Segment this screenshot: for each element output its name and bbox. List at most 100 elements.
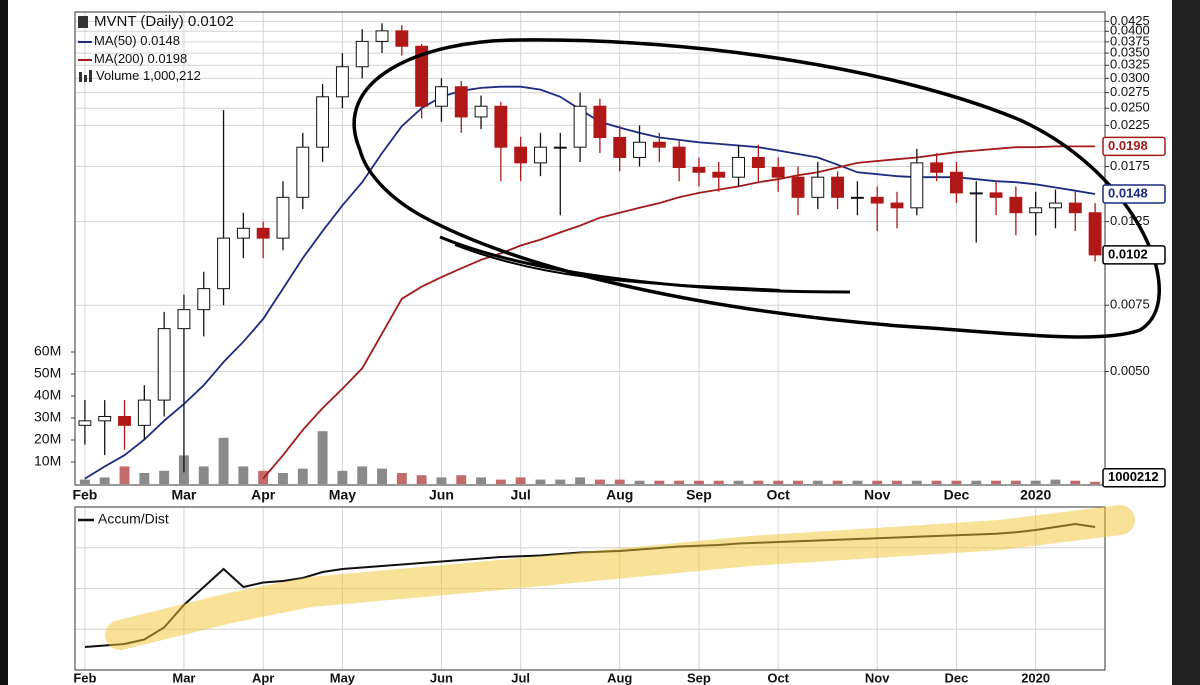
candle-body: [593, 105, 607, 139]
left-edge: [0, 0, 8, 685]
volume-bar: [733, 480, 744, 484]
candle-body: [831, 176, 845, 198]
candle-body: [1068, 202, 1082, 214]
legend-entry: Volume 1,000,212: [96, 68, 201, 83]
volume-bar: [515, 477, 526, 484]
candle-body: [930, 162, 944, 173]
x-tick-label: Jun: [430, 670, 453, 685]
legend-swatch: [89, 70, 92, 82]
x-tick-label: Apr: [251, 487, 276, 503]
legend-value: 0.0148: [140, 33, 180, 48]
volume-bar: [773, 480, 784, 484]
volume-bar: [99, 477, 110, 484]
candle-body: [435, 86, 448, 107]
legend-icon: [78, 16, 88, 28]
volume-bar: [238, 466, 249, 484]
candle-body: [474, 105, 488, 118]
volume-bar: [416, 475, 427, 484]
candle-body: [118, 415, 131, 426]
volume-bar: [357, 466, 368, 484]
last-value-tag: 0.0148: [1108, 185, 1148, 200]
candle-body: [236, 227, 250, 239]
volume-bar: [832, 480, 843, 484]
volume-bar: [1030, 480, 1041, 484]
legend-name: MVNT (Daily): [94, 13, 184, 30]
x-tick-label: Sep: [686, 487, 712, 503]
x-tick-label: Mar: [171, 487, 196, 503]
candle-body: [950, 171, 963, 194]
legend-name: MA(200): [94, 51, 144, 66]
volume-bar: [872, 480, 883, 484]
volume-bar: [436, 477, 447, 484]
y-tick-label: 0.0250: [1110, 100, 1150, 115]
last-value-tag: 0.0198: [1108, 138, 1148, 153]
legend-value: 1,000,212: [143, 68, 201, 83]
candle-body: [692, 166, 706, 173]
volume-tick-label: 10M: [34, 453, 61, 469]
x-tick-label: Oct: [767, 670, 789, 685]
candle-body: [989, 192, 1003, 198]
volume-bar: [951, 480, 962, 484]
legend-value: 0.0102: [188, 13, 234, 30]
candle-body: [890, 202, 904, 209]
legend-name: MA(50): [94, 33, 137, 48]
y-tick-label: 0.0325: [1110, 57, 1150, 72]
volume-bar: [793, 480, 803, 484]
candle-body: [910, 162, 924, 209]
volume-tick-label: 50M: [34, 365, 61, 381]
highlight-stroke: [105, 505, 1135, 650]
candle-body: [969, 192, 983, 195]
candle-body: [1009, 196, 1023, 214]
candle-body: [514, 146, 528, 164]
x-tick-label: May: [329, 487, 356, 503]
volume-bar: [991, 480, 1002, 484]
candle-body: [137, 399, 151, 426]
legend-swatch: [79, 72, 82, 82]
candle-body: [672, 146, 686, 168]
volume-bar: [931, 480, 942, 484]
volume-bar: [476, 477, 487, 484]
volume-bar: [198, 466, 209, 484]
legend-value: 0.0198: [147, 51, 187, 66]
volume-bar: [971, 480, 982, 484]
x-tick-label: Sep: [687, 670, 711, 685]
volume-bar: [1090, 481, 1101, 484]
x-tick-label: Aug: [606, 487, 633, 503]
y-tick-label: 0.0050: [1110, 363, 1150, 378]
ad-panel-frame: [74, 506, 1106, 671]
volume-bar: [1010, 480, 1021, 484]
y-tick-label: 0.0275: [1110, 84, 1150, 99]
volume-bar: [674, 480, 685, 484]
volume-bar: [594, 479, 605, 484]
candle-body: [712, 171, 726, 178]
volume-bar: [79, 479, 90, 484]
y-tick-label: 0.0400: [1110, 23, 1150, 38]
volume-bar: [1050, 479, 1061, 484]
legend-swatch: [84, 75, 87, 82]
x-tick-label: Aug: [607, 670, 632, 685]
candle-body: [850, 196, 864, 199]
volume-bar: [218, 437, 229, 484]
marks-layer: [78, 23, 1102, 648]
volume-tick-label: 60M: [34, 343, 61, 359]
candle-body: [652, 141, 666, 148]
volume-bar: [337, 470, 348, 484]
x-tick-label: Jul: [511, 670, 530, 685]
volume-bar: [634, 480, 645, 484]
x-tick-label: Oct: [767, 487, 791, 503]
volume-bar: [278, 473, 288, 484]
x-tick-label: Feb: [73, 670, 96, 685]
legend-title: MVNT (Daily) 0.0102: [94, 13, 234, 30]
legend-entry: Accum/Dist: [98, 511, 169, 527]
volume-bar: [456, 475, 467, 484]
candle-body: [276, 196, 290, 239]
right-edge: [1172, 0, 1200, 685]
text-layer: MVNT (Daily) 0.0102 MA(50) 0.0148 MA(200…: [34, 13, 1166, 685]
volume-bar: [495, 479, 506, 484]
volume-bar: [911, 480, 922, 484]
x-tick-label: Jun: [429, 487, 454, 503]
candle-body: [771, 166, 785, 178]
x-tick-label: 2020: [1021, 670, 1050, 685]
candle-body: [355, 40, 369, 68]
